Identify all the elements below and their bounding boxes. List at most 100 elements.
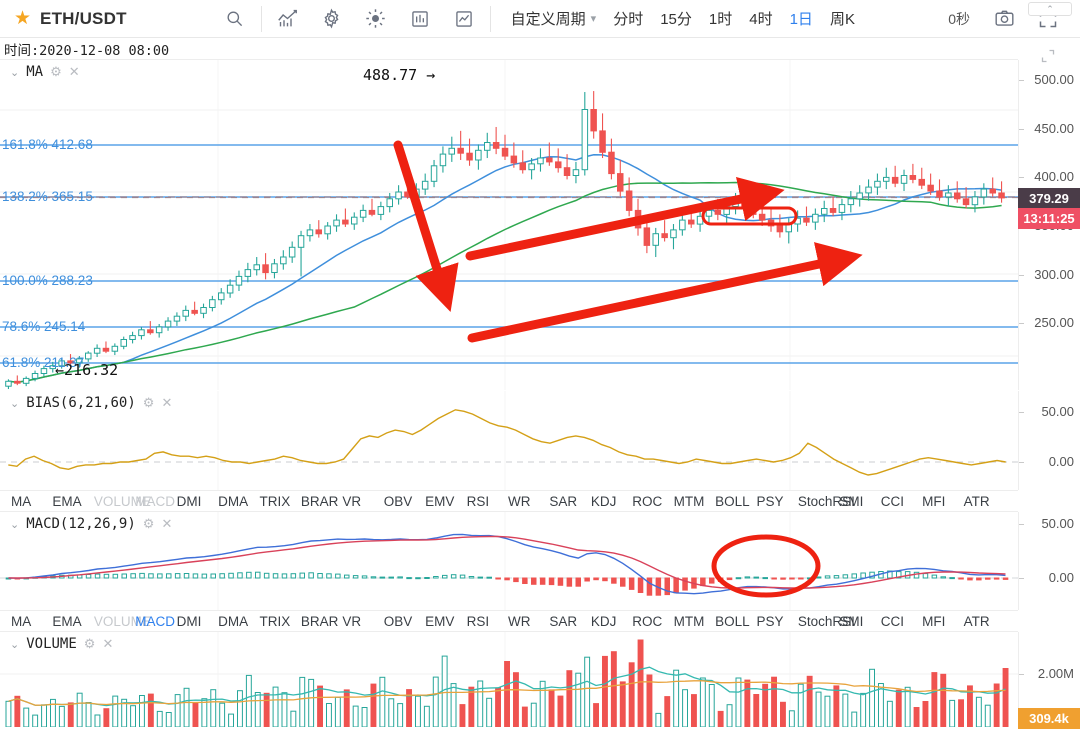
period-selector: 自定义周期 ▾ 分时 15分 1时 4时 1日 周K [511, 8, 855, 29]
indicator-tab-r2-ma[interactable]: MA [11, 613, 32, 629]
indicator-tab-r1-mtm[interactable]: MTM [673, 493, 705, 509]
indicator-tab-r2-smi[interactable]: SMI [839, 613, 864, 629]
indicator-tab-r2-mtm[interactable]: MTM [673, 613, 705, 629]
period-1h[interactable]: 1时 [708, 11, 733, 28]
indicator-tab-r2-psy[interactable]: PSY [756, 613, 784, 629]
indicator-tab-r1-boll[interactable]: BOLL [715, 493, 750, 509]
indicator-tab-r1-ma[interactable]: MA [11, 493, 32, 509]
price-plot-area[interactable] [0, 60, 1018, 390]
close-icon[interactable]: ✕ [161, 395, 173, 410]
indicator-tab-r1-psy[interactable]: PSY [756, 493, 784, 509]
indicator-tab-r1-trix[interactable]: TRIX [259, 493, 291, 509]
indicator-tab-r2-stochrsi[interactable]: StochRSI [797, 613, 855, 629]
chevron-down-icon[interactable]: ⌄ [10, 397, 20, 410]
axis-tick [1019, 80, 1024, 82]
indicator-tabs-row-1: MA EMA VOLUME MACD DMI DMA TRIX BRAR VR OBV EMV RSI… [0, 490, 1018, 512]
indicator-tab-r2-vr[interactable]: VR [342, 613, 362, 629]
indicator-tab-r1-roc[interactable]: ROC [632, 493, 663, 509]
indicator-tab-r1-sar[interactable]: SAR [549, 493, 578, 509]
indicator-tab-r1-macd[interactable]: MACD [135, 493, 175, 509]
indicator-tab-r2-wr[interactable]: WR [508, 613, 531, 629]
bias-plot-area[interactable] [0, 391, 1018, 490]
search-icon[interactable] [213, 0, 257, 38]
period-15m[interactable]: 15分 [660, 11, 692, 28]
layout-icon[interactable] [398, 0, 442, 38]
custom-period-dropdown[interactable]: 自定义周期 ▾ [511, 8, 597, 29]
gear-icon[interactable]: ⚙ [50, 64, 62, 79]
close-icon[interactable]: ✕ [102, 636, 114, 651]
indicator-tab-r1-atr[interactable]: ATR [963, 493, 990, 509]
indicator-tab-r1-mfi[interactable]: MFI [922, 493, 946, 509]
macd-panel: ⌄ MACD(12,26,9) ⚙ ✕ [0, 512, 1018, 610]
expand-panel-icon[interactable] [1040, 48, 1056, 64]
indicator-tab-r1-dmi[interactable]: DMI [176, 493, 202, 509]
gear-icon[interactable]: ⚙ [142, 395, 155, 410]
indicator-tab-r2-boll[interactable]: BOLL [715, 613, 750, 629]
indicator-tab-r1-cci[interactable]: CCI [880, 493, 904, 509]
gear-icon[interactable] [310, 0, 354, 38]
indicator-tab-r2-mfi[interactable]: MFI [922, 613, 946, 629]
price-axis[interactable]: 500.00450.00400.00350.00300.00250.00379.… [1018, 60, 1080, 390]
volume-plot-area[interactable] [0, 632, 1018, 727]
axis-tick [1019, 578, 1024, 579]
macd-indicator-label: MACD(12,26,9) [26, 516, 136, 532]
axis-label: 2.00M [1037, 666, 1074, 681]
chevron-down-icon[interactable]: ⌄ [10, 518, 20, 531]
macd-axis: 50.00 0.00 [1018, 512, 1080, 610]
chevron-down-icon[interactable]: ⌄ [10, 66, 20, 79]
chevron-down-icon[interactable]: ⌄ [10, 638, 20, 651]
indicator-tab-r1-stochrsi[interactable]: StochRSI [797, 493, 855, 509]
current-price-badge: 379.29 [1018, 187, 1080, 209]
drawing-tool-icon[interactable] [442, 0, 486, 38]
indicator-tab-r2-rsi[interactable]: RSI [466, 613, 490, 629]
period-1d[interactable]: 1日 [789, 11, 813, 28]
bias-panel: ⌄ BIAS(6,21,60) ⚙ ✕ [0, 391, 1018, 490]
indicator-tab-r1-ema[interactable]: EMA [52, 493, 82, 509]
indicator-tab-r2-macd[interactable]: MACD [135, 613, 175, 629]
period-week[interactable]: 周K [829, 11, 855, 28]
indicator-tab-r1-smi[interactable]: SMI [839, 493, 864, 509]
indicator-tab-r2-dmi[interactable]: DMI [176, 613, 202, 629]
indicator-tab-r2-dma[interactable]: DMA [218, 613, 249, 629]
indicator-tab-r1-dma[interactable]: DMA [218, 493, 249, 509]
indicator-tab-r1-kdj[interactable]: KDJ [590, 493, 617, 509]
camera-icon[interactable] [982, 0, 1026, 38]
indicator-tab-r2-atr[interactable]: ATR [963, 613, 990, 629]
axis-tick [1019, 412, 1024, 413]
indicator-tab-r2-roc[interactable]: ROC [632, 613, 663, 629]
indicator-tab-r1-obv[interactable]: OBV [383, 493, 413, 509]
chevron-down-icon: ▾ [590, 13, 597, 25]
gear-icon[interactable]: ⚙ [142, 516, 155, 531]
gear-icon[interactable]: ⚙ [83, 636, 96, 651]
indicator-tab-r2-obv[interactable]: OBV [383, 613, 413, 629]
indicator-tab-r1-emv[interactable]: EMV [425, 493, 455, 509]
axis-label: 300.00 [1034, 266, 1074, 282]
indicator-tab-r1-wr[interactable]: WR [508, 493, 531, 509]
indicator-tab-r1-volume[interactable]: VOLUME [93, 493, 151, 509]
star-icon[interactable]: ★ [14, 8, 32, 29]
brightness-icon[interactable] [354, 0, 398, 38]
ma-indicator-label: MA [26, 64, 44, 80]
period-4h[interactable]: 4时 [749, 11, 773, 28]
indicator-tab-r2-ema[interactable]: EMA [52, 613, 82, 629]
period-fenshi[interactable]: 分时 [613, 11, 644, 28]
axis-label: 250.00 [1034, 315, 1074, 331]
close-icon[interactable]: ✕ [161, 516, 173, 531]
indicator-tab-r1-brar[interactable]: BRAR [300, 493, 339, 509]
close-icon[interactable]: ✕ [68, 64, 80, 79]
indicator-tab-r1-rsi[interactable]: RSI [466, 493, 490, 509]
chart-indicator-icon[interactable] [266, 0, 310, 38]
macd-plot-area[interactable] [0, 512, 1018, 610]
indicator-tab-r2-brar[interactable]: BRAR [300, 613, 339, 629]
price-panel-collapse-tab[interactable]: ⌃ [1028, 2, 1072, 16]
indicator-tab-r2-trix[interactable]: TRIX [259, 613, 291, 629]
indicator-tab-r2-volume[interactable]: VOLUME [93, 613, 151, 629]
indicator-tab-r2-emv[interactable]: EMV [425, 613, 455, 629]
indicator-tab-r2-sar[interactable]: SAR [549, 613, 578, 629]
indicator-tab-r1-vr[interactable]: VR [342, 493, 362, 509]
indicator-tab-r2-kdj[interactable]: KDJ [590, 613, 617, 629]
axis-label: 0.00 [1048, 454, 1074, 469]
crosshair-time-readout: 时间:2020-12-08 08:00 [4, 42, 170, 59]
indicator-tab-r2-cci[interactable]: CCI [880, 613, 904, 629]
